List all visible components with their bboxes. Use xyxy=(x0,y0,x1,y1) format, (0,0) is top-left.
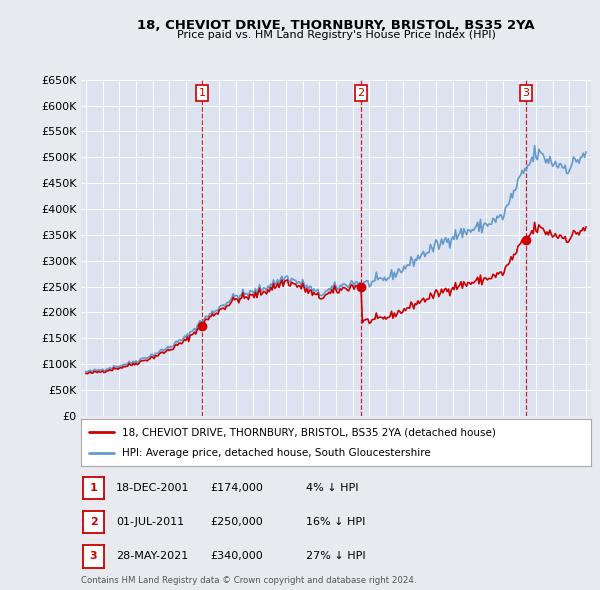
Text: 16% ↓ HPI: 16% ↓ HPI xyxy=(306,517,365,527)
Text: 3: 3 xyxy=(523,88,530,98)
Text: Contains HM Land Registry data © Crown copyright and database right 2024.: Contains HM Land Registry data © Crown c… xyxy=(81,576,416,585)
Text: Price paid vs. HM Land Registry's House Price Index (HPI): Price paid vs. HM Land Registry's House … xyxy=(176,30,496,40)
Text: 18, CHEVIOT DRIVE, THORNBURY, BRISTOL, BS35 2YA: 18, CHEVIOT DRIVE, THORNBURY, BRISTOL, B… xyxy=(137,19,535,32)
Text: 1: 1 xyxy=(199,88,205,98)
Text: £340,000: £340,000 xyxy=(210,552,263,561)
Text: HPI: Average price, detached house, South Gloucestershire: HPI: Average price, detached house, Sout… xyxy=(122,448,431,458)
Text: 2: 2 xyxy=(90,517,97,527)
Text: 4% ↓ HPI: 4% ↓ HPI xyxy=(306,483,359,493)
Text: 28-MAY-2021: 28-MAY-2021 xyxy=(116,552,188,561)
Text: 27% ↓ HPI: 27% ↓ HPI xyxy=(306,552,365,561)
Text: 1: 1 xyxy=(90,483,97,493)
Text: 01-JUL-2011: 01-JUL-2011 xyxy=(116,517,184,527)
Text: 18-DEC-2001: 18-DEC-2001 xyxy=(116,483,190,493)
Text: 3: 3 xyxy=(90,552,97,561)
Text: 18, CHEVIOT DRIVE, THORNBURY, BRISTOL, BS35 2YA (detached house): 18, CHEVIOT DRIVE, THORNBURY, BRISTOL, B… xyxy=(122,427,496,437)
Text: £250,000: £250,000 xyxy=(210,517,263,527)
Text: 2: 2 xyxy=(358,88,365,98)
Text: £174,000: £174,000 xyxy=(210,483,263,493)
